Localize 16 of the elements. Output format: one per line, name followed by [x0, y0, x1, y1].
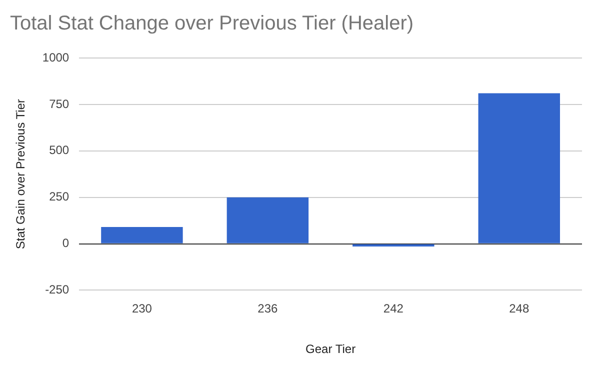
- x-tick-label: 230: [132, 302, 152, 316]
- bar: [478, 93, 560, 244]
- x-tick-label: 242: [383, 302, 404, 316]
- bar: [226, 197, 309, 244]
- y-tick-label: 250: [49, 190, 70, 204]
- x-axis-title: Gear Tier: [306, 342, 356, 356]
- bar: [101, 227, 183, 244]
- y-tick-label: 0: [62, 236, 70, 250]
- y-tick-label: 500: [49, 143, 70, 158]
- x-tick-label: 236: [258, 302, 278, 316]
- x-tick-label: 248: [509, 302, 530, 316]
- y-tick-label: 1000: [42, 50, 70, 64]
- chart-title: Total Stat Change over Previous Tier (Healer): [10, 12, 414, 35]
- y-tick-label: 750: [49, 96, 70, 111]
- y-axis-title: Stat Gain over Previous Tier: [14, 99, 28, 250]
- y-tick-label: -250: [45, 282, 70, 297]
